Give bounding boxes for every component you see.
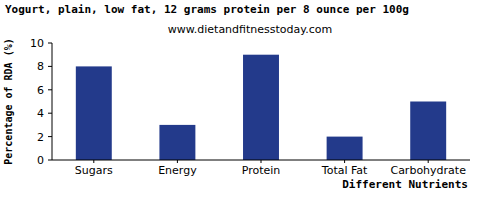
x-tick-label: Protein [242, 164, 281, 177]
y-axis-label: Percentage of RDA (%) [3, 38, 14, 164]
y-tick [48, 89, 52, 90]
x-tick [428, 160, 429, 163]
bar [76, 66, 112, 160]
x-tick-label: Energy [158, 164, 197, 177]
y-tick [48, 136, 52, 137]
x-tick [177, 160, 178, 163]
bar [159, 125, 195, 160]
y-tick [48, 66, 52, 67]
y-tick [48, 113, 52, 114]
x-tick-label: Carbohydrate [390, 164, 466, 177]
y-tick-label: 0 [37, 154, 44, 167]
title: Yogurt, plain, low fat, 12 grams protein… [5, 3, 409, 16]
y-tick-label: 4 [37, 107, 44, 120]
x-tick [344, 160, 345, 163]
y-tick-label: 6 [37, 84, 44, 97]
background [0, 0, 500, 200]
y-axis [52, 43, 53, 160]
chart: Yogurt, plain, low fat, 12 grams protein… [0, 0, 500, 200]
bar [327, 137, 363, 160]
bar [410, 102, 446, 161]
bar [243, 55, 279, 160]
y-tick-label: 10 [30, 37, 44, 50]
x-tick [93, 160, 94, 163]
x-tick-label: Sugars [75, 164, 113, 177]
bars [76, 55, 446, 160]
x-tick [261, 160, 262, 163]
y-tick-label: 8 [37, 60, 44, 73]
y-tick [48, 160, 52, 161]
subtitle: www.dietandfitnesstoday.com [168, 23, 332, 36]
x-tick-label: Total Fat [321, 164, 368, 177]
x-axis-label: Different Nutrients [342, 178, 468, 191]
y-tick-label: 2 [37, 131, 44, 144]
y-tick [48, 43, 52, 44]
